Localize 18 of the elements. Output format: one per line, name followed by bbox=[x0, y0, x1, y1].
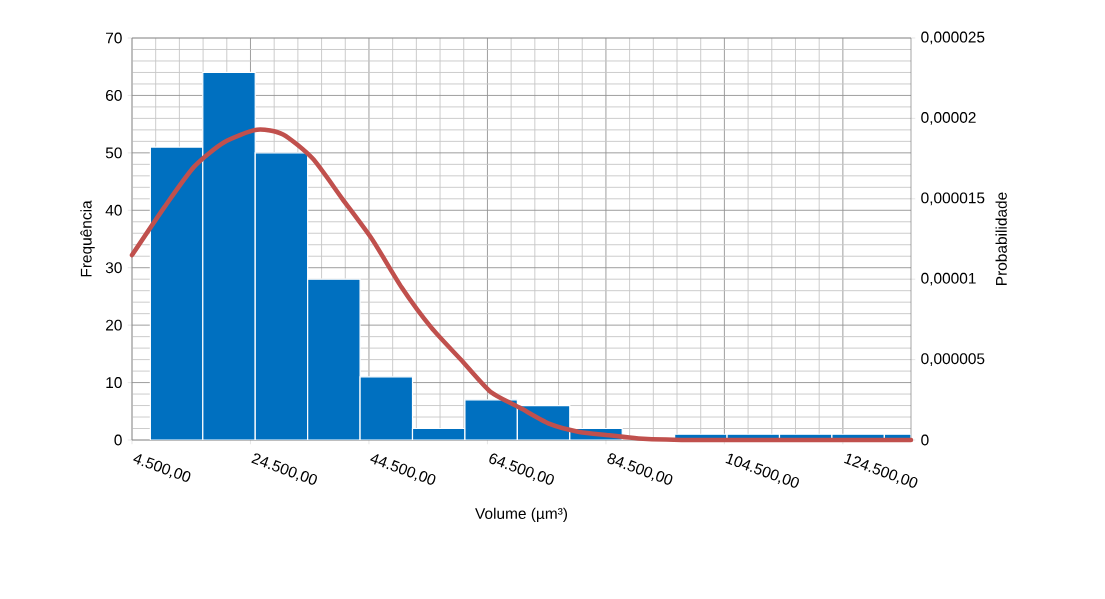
y2-tick-label: 0,00001 bbox=[921, 272, 976, 286]
y2-tick-label: 0,000025 bbox=[921, 31, 985, 45]
y-tick-label: 50 bbox=[105, 147, 122, 159]
x-axis-title: Volume (µm³) bbox=[475, 507, 568, 523]
y-tick-label: 30 bbox=[105, 262, 122, 274]
y-tick-label: 60 bbox=[106, 89, 122, 101]
y2-tick-label: 0,00002 bbox=[921, 112, 976, 125]
y2-tick-label: 0,000005 bbox=[921, 353, 985, 366]
line-series bbox=[129, 127, 914, 443]
y-tick-label: 40 bbox=[105, 204, 122, 216]
y-axis-title: Frequência bbox=[80, 200, 95, 277]
y-tick-label: 0 bbox=[114, 434, 122, 446]
y-tick-label: 10 bbox=[106, 377, 122, 389]
y2-axis-title: Probabilidade bbox=[995, 192, 1007, 285]
y2-tick-label: 0 bbox=[921, 434, 929, 446]
y-tick-label: 70 bbox=[106, 32, 122, 44]
y2-tick-label: 0,000015 bbox=[921, 192, 985, 206]
y-tick-label: 20 bbox=[106, 319, 122, 331]
